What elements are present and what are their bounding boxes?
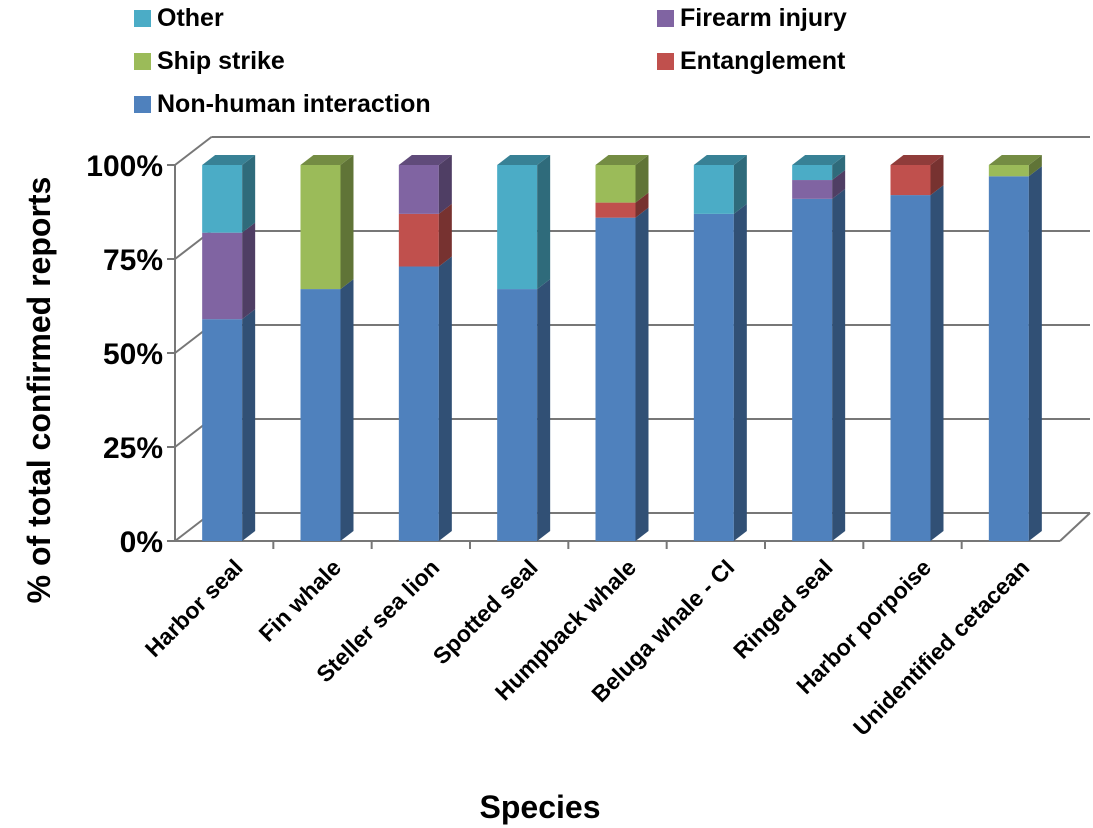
legend-label-non-human-interaction: Non-human interaction — [157, 90, 431, 118]
bar-top — [300, 155, 354, 165]
bar-segment-side — [537, 279, 551, 541]
legend-swatch-non-human-interaction — [134, 96, 151, 113]
x-tick-label: Harbor seal — [140, 554, 248, 662]
bar-segment — [202, 319, 243, 541]
bar-segment — [398, 266, 439, 541]
bar-segment — [693, 165, 734, 214]
legend-swatch-other — [134, 10, 151, 27]
bar-stack — [693, 155, 747, 541]
bar-segment — [202, 232, 243, 320]
bar-segment — [595, 165, 636, 203]
bar-segment — [497, 165, 538, 290]
bar-top — [398, 155, 452, 165]
bar-stack — [202, 155, 256, 541]
y-axis-ticks: 0% 25% 50% 75% 100% — [86, 150, 163, 559]
x-tick-label: Fin whale — [254, 554, 346, 646]
bar-segment-side — [635, 207, 649, 541]
bar-segment-side — [733, 203, 747, 541]
bar-top — [693, 155, 747, 165]
bar-stack — [988, 155, 1042, 541]
bar-segment — [398, 165, 439, 214]
bar-segment — [792, 198, 833, 541]
bar-segment-side — [1028, 166, 1042, 541]
bar-stack — [398, 155, 452, 541]
bar-stack — [497, 155, 551, 541]
bar-segment-side — [242, 222, 256, 320]
bar-segment-side — [438, 203, 452, 267]
bar-stack — [595, 155, 649, 541]
bar-segment-side — [537, 155, 551, 290]
bar-segment — [890, 195, 931, 541]
legend-label-ship-strike: Ship strike — [157, 47, 285, 75]
y-tick-label: 50% — [103, 338, 163, 371]
bar-top — [497, 155, 551, 165]
bar-top — [890, 155, 944, 165]
gridline-depth — [174, 136, 213, 166]
chart-bars — [202, 155, 1042, 541]
bar-segment — [988, 176, 1029, 541]
y-axis-title: % of total confirmed reports — [21, 177, 57, 604]
y-tick-label: 25% — [103, 432, 163, 465]
legend-item-other: Other — [134, 4, 224, 33]
bar-segment — [693, 213, 734, 541]
y-tick-label: 100% — [86, 150, 163, 183]
bar-stack — [890, 155, 944, 541]
bar-top — [988, 155, 1042, 165]
bar-segment — [792, 165, 833, 181]
bar-segment-side — [930, 155, 944, 196]
bar-stack — [300, 155, 354, 541]
bar-segment-side — [832, 170, 846, 199]
legend-item-non-human-interaction: Non-human interaction — [134, 90, 431, 119]
bar-top — [595, 155, 649, 165]
bar-segment-side — [733, 155, 747, 214]
x-axis-title: Species — [480, 789, 601, 825]
bar-segment — [595, 202, 636, 218]
legend-label-entanglement: Entanglement — [680, 47, 846, 75]
bar-segment-side — [832, 155, 846, 181]
legend-item-entanglement: Entanglement — [657, 47, 845, 76]
bar-segment-side — [340, 279, 354, 541]
bar-segment-side — [832, 188, 846, 541]
bar-segment-side — [930, 185, 944, 541]
legend-swatch-entanglement — [657, 53, 674, 70]
y-tick-label: 0% — [120, 526, 163, 559]
floor-edge — [1059, 512, 1091, 542]
bar-segment — [890, 165, 931, 196]
bar-segment-side — [340, 155, 354, 290]
bar-segment — [988, 165, 1029, 177]
bar-segment — [792, 180, 833, 199]
legend-label-firearm-injury: Firearm injury — [680, 4, 847, 32]
bar-segment-side — [242, 309, 256, 541]
legend-item-firearm-injury: Firearm injury — [657, 4, 847, 33]
bar-segment — [497, 289, 538, 541]
bar-segment-side — [635, 155, 649, 203]
bar-segment — [300, 165, 341, 290]
bar-top — [202, 155, 256, 165]
bar-segment — [595, 217, 636, 541]
bar-segment — [300, 289, 341, 541]
x-tick-label: Unidentified cetacean — [848, 554, 1034, 740]
bar-segment — [398, 213, 439, 267]
bar-segment — [202, 165, 243, 233]
bar-stack — [792, 155, 846, 541]
bar-segment-side — [635, 192, 649, 218]
bar-segment-side — [438, 256, 452, 541]
bar-segment-side — [242, 155, 256, 233]
y-tick-label: 75% — [103, 244, 163, 277]
bar-segment-side — [1028, 155, 1042, 177]
legend-swatch-ship-strike — [134, 53, 151, 70]
bar-top — [792, 155, 846, 165]
bar-segment-side — [438, 155, 452, 214]
legend-swatch-firearm-injury — [657, 10, 674, 27]
x-tick-label: Ringed seal — [728, 554, 838, 664]
legend-item-ship-strike: Ship strike — [134, 47, 285, 76]
legend-label-other: Other — [157, 4, 224, 32]
